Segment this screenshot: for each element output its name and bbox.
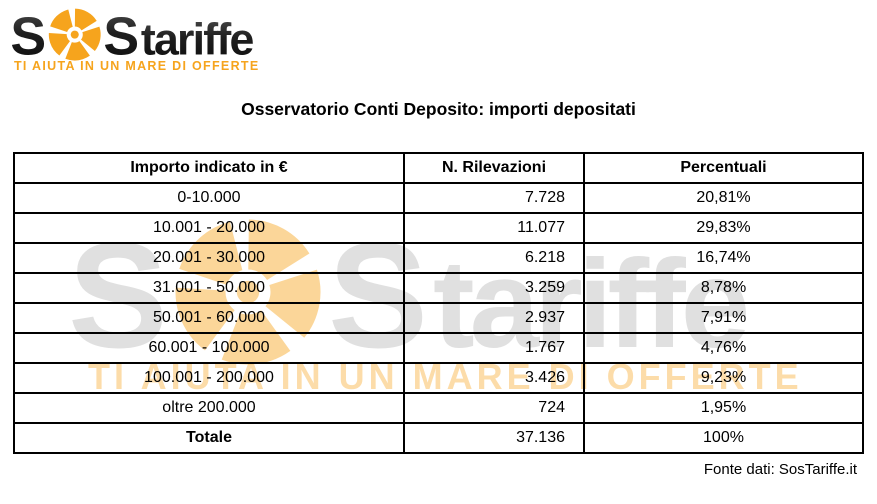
header-percentuali: Percentuali [583, 152, 864, 184]
cell-importo: 0-10.000 [13, 182, 405, 214]
table-row: 20.001 - 30.000 6.218 16,74% [13, 242, 864, 274]
cell-percentuale: 8,78% [583, 272, 864, 304]
lifebuoy-icon [48, 8, 101, 61]
cell-importo: 60.001 - 100.000 [13, 332, 405, 364]
cell-rilevazioni: 11.077 [403, 212, 585, 244]
cell-rilevazioni: 3.259 [403, 272, 585, 304]
cell-rilevazioni: 2.937 [403, 302, 585, 334]
header-rilevazioni: N. Rilevazioni [403, 152, 585, 184]
cell-importo: 50.001 - 60.000 [13, 302, 405, 334]
cell-rilevazioni: 37.136 [403, 422, 585, 454]
cell-rilevazioni: 1.767 [403, 332, 585, 364]
cell-percentuale: 7,91% [583, 302, 864, 334]
cell-percentuale: 1,95% [583, 392, 864, 424]
logo-letter-s2: S [103, 6, 139, 65]
cell-importo: 100.001 - 200.000 [13, 362, 405, 394]
cell-rilevazioni: 7.728 [403, 182, 585, 214]
table-row: 31.001 - 50.000 3.259 8,78% [13, 272, 864, 304]
table-row: 10.001 - 20.000 11.077 29,83% [13, 212, 864, 244]
table-row: 0-10.000 7.728 20,81% [13, 182, 864, 214]
table-row: Totale 37.136 100% [13, 422, 864, 454]
cell-percentuale: 29,83% [583, 212, 864, 244]
cell-percentuale: 4,76% [583, 332, 864, 364]
table-row: 100.001 - 200.000 3.426 9,23% [13, 362, 864, 394]
data-source-note: Fonte dati: SosTariffe.it [703, 461, 857, 478]
cell-rilevazioni: 6.218 [403, 242, 585, 274]
cell-importo: 31.001 - 50.000 [13, 272, 405, 304]
table-row: 50.001 - 60.000 2.937 7,91% [13, 302, 864, 334]
sostariffe-logo: S S tariffe TI AIUTA IN UN MARE DI OFFER… [10, 6, 270, 73]
sostariffe-logo-graphic: S S tariffe [10, 6, 255, 65]
cell-importo: Totale [13, 422, 405, 454]
cell-importo: 10.001 - 20.000 [13, 212, 405, 244]
table-row: oltre 200.000 724 1,95% [13, 392, 864, 424]
cell-percentuale: 20,81% [583, 182, 864, 214]
cell-percentuale: 16,74% [583, 242, 864, 274]
deposit-amounts-table: Importo indicato in € N. Rilevazioni Per… [13, 152, 864, 454]
table-row: 60.001 - 100.000 1.767 4,76% [13, 332, 864, 364]
header-importo: Importo indicato in € [13, 152, 405, 184]
page-title: Osservatorio Conti Deposito: importi dep… [241, 99, 636, 119]
logo-letter-s1: S [10, 6, 46, 65]
cell-importo: oltre 200.000 [13, 392, 405, 424]
cell-percentuale: 9,23% [583, 362, 864, 394]
logo-tagline: TI AIUTA IN UN MARE DI OFFERTE [14, 59, 260, 73]
cell-percentuale: 100% [583, 422, 864, 454]
table-header: Importo indicato in € N. Rilevazioni Per… [13, 152, 864, 184]
header-row: Importo indicato in € N. Rilevazioni Per… [13, 152, 864, 184]
table-body: 0-10.000 7.728 20,81% 10.001 - 20.000 11.077… [13, 182, 864, 454]
cell-rilevazioni: 724 [403, 392, 585, 424]
cell-importo: 20.001 - 30.000 [13, 242, 405, 274]
logo-word-tariffe: tariffe [141, 15, 254, 64]
cell-rilevazioni: 3.426 [403, 362, 585, 394]
